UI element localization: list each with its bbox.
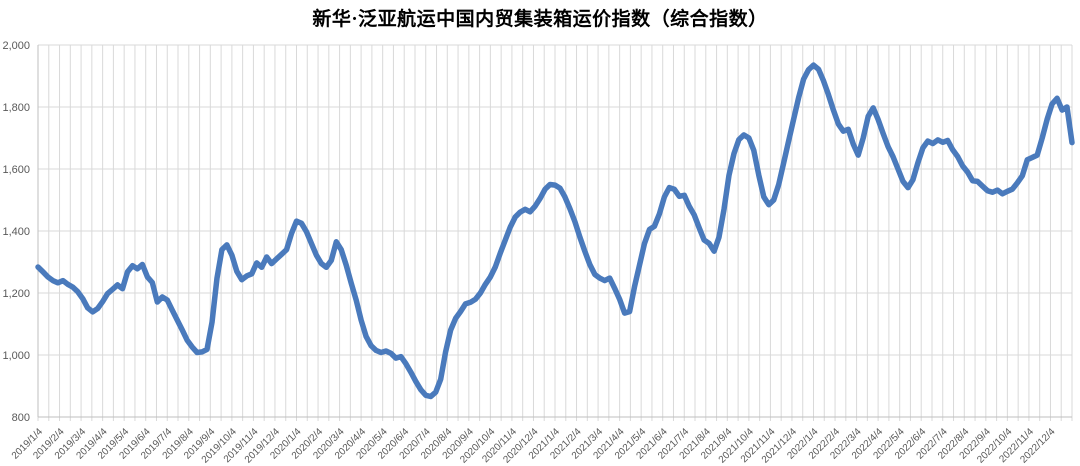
x-axis-ticks: [37, 417, 1073, 421]
svg-text:1,400: 1,400: [2, 226, 30, 238]
x-axis-labels: 2019/1/42019/2/42019/3/42019/4/42019/5/4…: [10, 426, 1058, 466]
svg-text:1,800: 1,800: [2, 102, 30, 114]
axis-lines: [37, 45, 1072, 418]
chart-title: 新华·泛亚航运中国内贸集装箱运价指数（综合指数）: [312, 9, 768, 30]
svg-text:1,000: 1,000: [2, 350, 30, 362]
svg-text:1,600: 1,600: [2, 164, 30, 176]
y-axis-labels: 2,000 1,800 1,600 1,400 1,200 1,000 800: [2, 40, 30, 424]
svg-text:1,200: 1,200: [2, 288, 30, 300]
index-line-series: [35, 62, 1075, 400]
svg-text:800: 800: [12, 412, 30, 424]
svg-text:2,000: 2,000: [2, 40, 30, 52]
